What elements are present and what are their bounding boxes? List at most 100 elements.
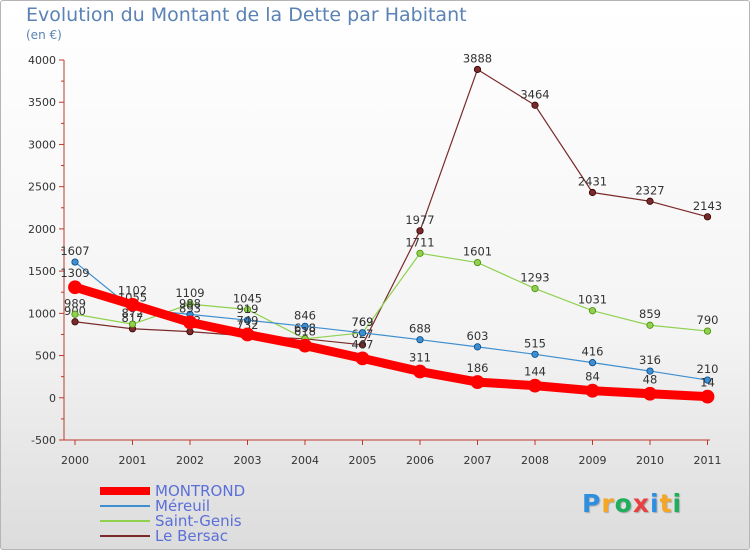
legend-swatch (100, 520, 150, 522)
data-point-le-bersac (588, 188, 597, 197)
x-tick-label: 2006 (406, 454, 434, 467)
data-label-montrond: 467 (352, 337, 374, 351)
data-label-le-bersac: 732 (237, 318, 259, 332)
data-point-le-bersac (358, 341, 367, 349)
logo-letter: t (659, 489, 673, 518)
data-point-montrond (413, 364, 427, 379)
x-tick-label: 2007 (464, 454, 492, 467)
data-point-mereuil (71, 258, 79, 266)
y-tick-label: 500 (35, 350, 56, 363)
data-point-saint-genis (531, 284, 539, 293)
data-point-le-bersac (646, 197, 654, 205)
data-label-mereuil: 210 (697, 362, 719, 376)
legend-label: Le Bersac (155, 527, 229, 545)
chart-title: Evolution du Montant de la Dette par Hab… (26, 4, 467, 26)
data-label-le-bersac: 817 (122, 311, 144, 325)
data-point-saint-genis (588, 307, 597, 315)
data-point-saint-genis (473, 258, 482, 267)
data-point-montrond (528, 378, 542, 393)
data-point-mereuil (358, 329, 367, 337)
data-label-montrond: 186 (467, 361, 489, 375)
data-label-saint-genis: 1293 (520, 271, 549, 285)
data-label-saint-genis: 1601 (463, 245, 492, 259)
data-point-mereuil (703, 376, 712, 384)
data-label-mereuil: 846 (294, 308, 316, 322)
data-point-montrond (125, 297, 140, 312)
x-tick-label: 2008 (521, 454, 549, 467)
x-tick-label: 2011 (694, 454, 722, 467)
data-label-saint-genis: 769 (352, 315, 374, 329)
series-line-saint-genis (74, 252, 709, 340)
data-point-montrond (240, 327, 255, 342)
y-tick-label: 2500 (28, 181, 56, 194)
y-tick-label: 3500 (28, 96, 56, 109)
logo-letter: i (650, 489, 660, 518)
x-tick-label: 2004 (291, 454, 319, 467)
data-label-montrond: 749 (237, 314, 259, 328)
legend-swatch (100, 535, 150, 537)
data-point-mereuil (301, 322, 309, 330)
data-point-le-bersac (473, 65, 482, 74)
legend-swatch (100, 487, 150, 495)
data-label-mereuil: 416 (582, 345, 604, 359)
data-label-montrond: 84 (585, 370, 600, 384)
data-point-mereuil (646, 367, 654, 375)
data-label-mereuil: 603 (467, 329, 489, 343)
data-point-saint-genis (646, 321, 654, 329)
x-tick-label: 2002 (176, 454, 204, 467)
data-point-le-bersac (703, 213, 712, 221)
chart-subtitle: (en €) (26, 28, 62, 42)
data-label-mereuil: 769 (352, 315, 374, 329)
data-label-saint-genis: 1031 (578, 293, 607, 307)
data-point-le-bersac (186, 328, 194, 336)
data-point-le-bersac (531, 101, 539, 109)
data-label-montrond: 1309 (60, 266, 89, 280)
data-point-mereuil (243, 316, 252, 324)
series-line-mereuil (74, 261, 709, 381)
data-point-saint-genis (128, 320, 137, 328)
y-tick-label: -500 (31, 434, 56, 447)
proxiti-logo: Proxiti (582, 489, 682, 518)
data-label-mereuil: 919 (237, 302, 259, 316)
data-label-le-bersac: 3888 (463, 51, 492, 65)
data-label-le-bersac: 3464 (520, 87, 549, 101)
y-tick-label: 1500 (28, 265, 56, 278)
data-point-le-bersac (71, 318, 79, 326)
data-label-montrond: 893 (179, 301, 201, 315)
data-point-saint-genis (243, 305, 252, 314)
y-tick-label: 0 (49, 392, 56, 405)
logo-letter: r (601, 489, 615, 518)
data-label-montrond: 1102 (118, 284, 147, 298)
logo-letter: P (582, 489, 602, 518)
data-point-mereuil (531, 350, 539, 358)
data-label-mereuil: 1607 (60, 244, 89, 258)
data-point-mereuil (473, 343, 482, 351)
data-point-saint-genis (186, 300, 194, 308)
legend-label: Saint-Genis (155, 512, 242, 530)
x-tick-label: 2010 (636, 454, 664, 467)
data-label-montrond: 48 (643, 373, 658, 387)
data-label-saint-genis: 859 (639, 307, 661, 321)
x-tick-label: 2000 (61, 454, 89, 467)
data-point-mereuil (588, 359, 597, 367)
data-point-montrond (700, 389, 715, 404)
legend-swatch (100, 505, 150, 507)
data-point-saint-genis (416, 249, 424, 257)
data-label-le-bersac: 2143 (693, 199, 722, 213)
data-label-le-bersac: 2431 (578, 174, 607, 188)
x-tick-label: 2003 (234, 454, 262, 467)
data-point-saint-genis (703, 327, 712, 335)
data-label-montrond: 14 (700, 376, 715, 390)
logo-letter: x (632, 489, 650, 518)
data-label-montrond: 311 (409, 351, 431, 365)
y-tick-label: 3000 (28, 138, 56, 151)
legend-label: Méreuil (155, 497, 211, 515)
data-label-saint-genis: 1045 (233, 292, 262, 306)
x-tick-label: 2009 (579, 454, 607, 467)
data-label-le-bersac: 1977 (405, 213, 434, 227)
x-tick-label: 2005 (349, 454, 377, 467)
data-label-saint-genis: 790 (697, 313, 719, 327)
data-point-montrond (355, 351, 370, 366)
